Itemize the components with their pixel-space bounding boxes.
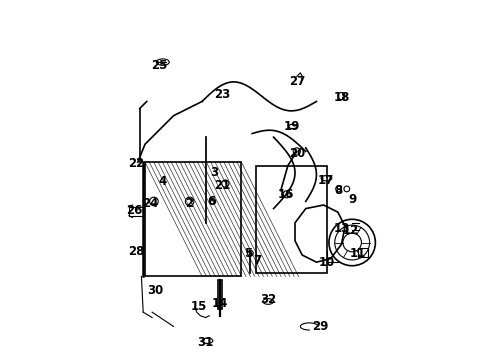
Text: 27: 27	[289, 75, 305, 88]
Text: 26: 26	[126, 204, 143, 217]
Text: 22: 22	[128, 157, 144, 170]
Text: 31: 31	[197, 336, 214, 349]
Text: 23: 23	[214, 88, 230, 101]
Text: 2: 2	[186, 197, 194, 210]
Text: 20: 20	[289, 147, 305, 160]
Text: 14: 14	[212, 297, 228, 310]
Text: 7: 7	[253, 254, 262, 267]
Bar	[129, 207, 143, 216]
Bar	[358, 248, 368, 257]
Text: 25: 25	[151, 59, 168, 72]
Text: 28: 28	[128, 245, 144, 258]
Text: 9: 9	[348, 193, 356, 206]
Text: 13: 13	[333, 222, 349, 235]
Text: 16: 16	[278, 188, 294, 201]
Text: 4: 4	[159, 175, 167, 188]
Text: 6: 6	[207, 195, 215, 208]
Text: 32: 32	[260, 293, 276, 306]
Text: 19: 19	[283, 120, 299, 133]
Text: 29: 29	[312, 320, 328, 333]
Text: 18: 18	[333, 91, 350, 104]
Text: 15: 15	[191, 300, 207, 313]
Text: 30: 30	[147, 284, 164, 297]
Text: 3: 3	[211, 166, 219, 179]
Text: 24: 24	[142, 197, 159, 210]
Text: 11: 11	[349, 247, 366, 260]
Text: 10: 10	[319, 256, 335, 269]
Bar	[145, 162, 242, 276]
Text: 12: 12	[342, 224, 359, 237]
Text: 17: 17	[317, 174, 334, 186]
Text: 8: 8	[334, 184, 342, 197]
Text: 21: 21	[214, 179, 230, 192]
Bar	[218, 280, 222, 309]
Bar	[256, 166, 327, 273]
Text: 5: 5	[245, 247, 253, 260]
